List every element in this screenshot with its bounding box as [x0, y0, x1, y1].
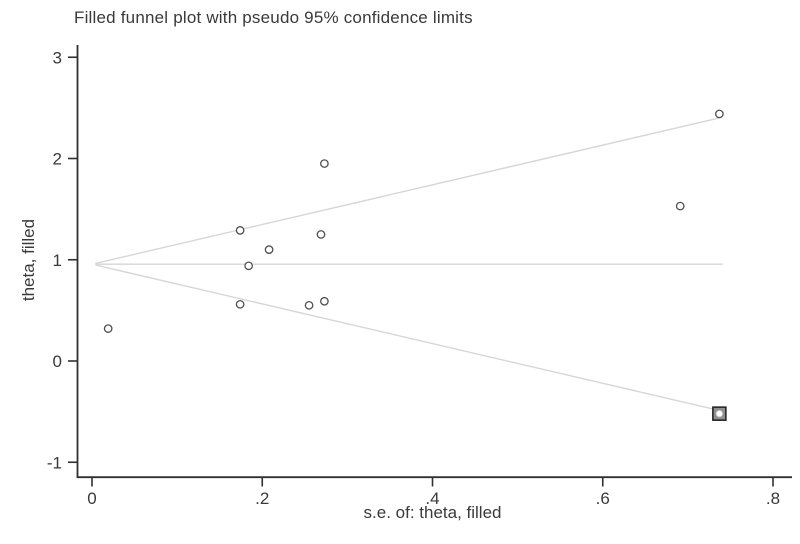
- study-point-circle: [264, 245, 274, 254]
- x-tick-label: .4: [425, 489, 439, 508]
- y-tick-label: -1: [47, 453, 62, 472]
- study-point-circle: [316, 230, 326, 239]
- x-tick-label: .2: [255, 489, 269, 508]
- study-point-circle: [320, 159, 329, 168]
- x-tick-label: 0: [87, 489, 96, 508]
- study-point-circle: [244, 261, 253, 271]
- x-tick-label: .8: [766, 489, 780, 508]
- x-tick-label: .6: [596, 489, 610, 508]
- filled-study-marker-inner-circle: [715, 409, 724, 418]
- x-axis-label: s.e. of: theta, filled: [363, 503, 502, 522]
- y-tick-label: 1: [53, 251, 62, 270]
- y-tick-label: 2: [53, 150, 62, 169]
- chart-title: Filled funnel plot with pseudo 95% confi…: [74, 8, 473, 27]
- y-tick-label: 0: [53, 352, 62, 371]
- upper-confidence-limit-line: [95, 117, 720, 265]
- study-point-circle: [675, 201, 685, 211]
- study-point-circle: [235, 299, 245, 309]
- lower-confidence-limit-line: [95, 264, 720, 412]
- study-point-circle: [103, 324, 113, 333]
- study-point-circle: [320, 296, 329, 306]
- study-point-circle: [304, 300, 314, 310]
- y-tick-label: 3: [53, 48, 62, 67]
- study-point-circle: [235, 226, 245, 235]
- study-point-circle: [715, 109, 724, 119]
